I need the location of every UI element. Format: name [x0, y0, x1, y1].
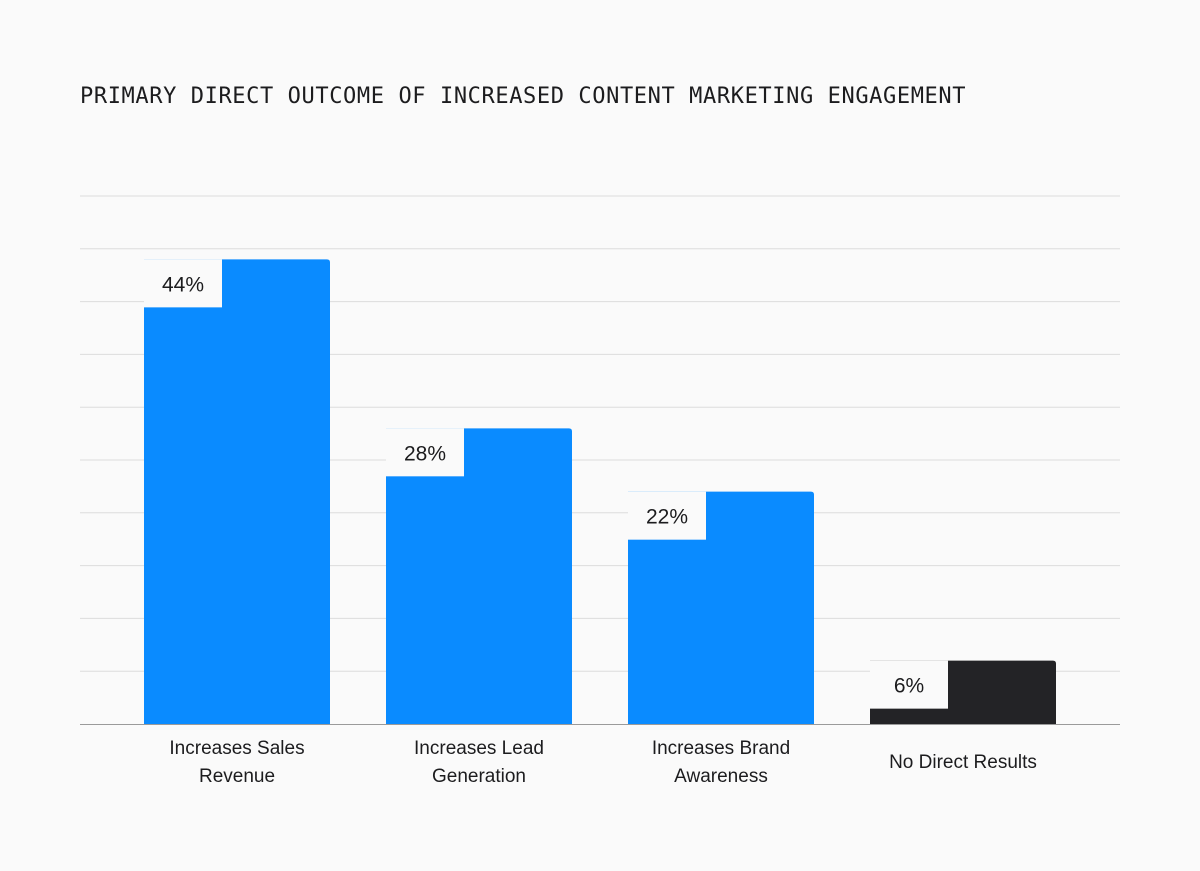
value-label-box	[628, 491, 706, 540]
category-label-line: Generation	[431, 766, 526, 787]
value-label-box	[386, 428, 464, 477]
category-label: Increases Brand Awareness	[606, 735, 836, 791]
category-label: No Direct Results	[848, 749, 1078, 777]
category-label-line: Increases Brand	[651, 738, 791, 759]
bars	[144, 259, 1056, 724]
value-label: 6%	[894, 675, 924, 698]
chart-title: PRIMARY DIRECT OUTCOME OF INCREASED CONT…	[80, 84, 967, 109]
category-label: Increases Lead Generation	[364, 735, 594, 791]
category-label-line: Increases Lead	[414, 738, 544, 759]
value-label: 28%	[404, 442, 446, 465]
category-label-line: Awareness	[674, 766, 768, 787]
category-label: Increases Sales Revenue	[122, 735, 352, 791]
value-labels: 44% 28% 22% 6%	[144, 259, 948, 709]
value-label-box	[144, 259, 222, 308]
bar	[628, 491, 814, 724]
value-label: 44%	[162, 273, 204, 296]
value-label-box	[870, 660, 948, 709]
category-label-line: Increases Sales	[169, 738, 305, 759]
category-label-line: Revenue	[198, 766, 276, 787]
bar	[144, 259, 330, 724]
category-label-line: No Direct Results	[889, 752, 1037, 773]
value-label: 22%	[646, 506, 688, 529]
bar	[386, 428, 572, 724]
